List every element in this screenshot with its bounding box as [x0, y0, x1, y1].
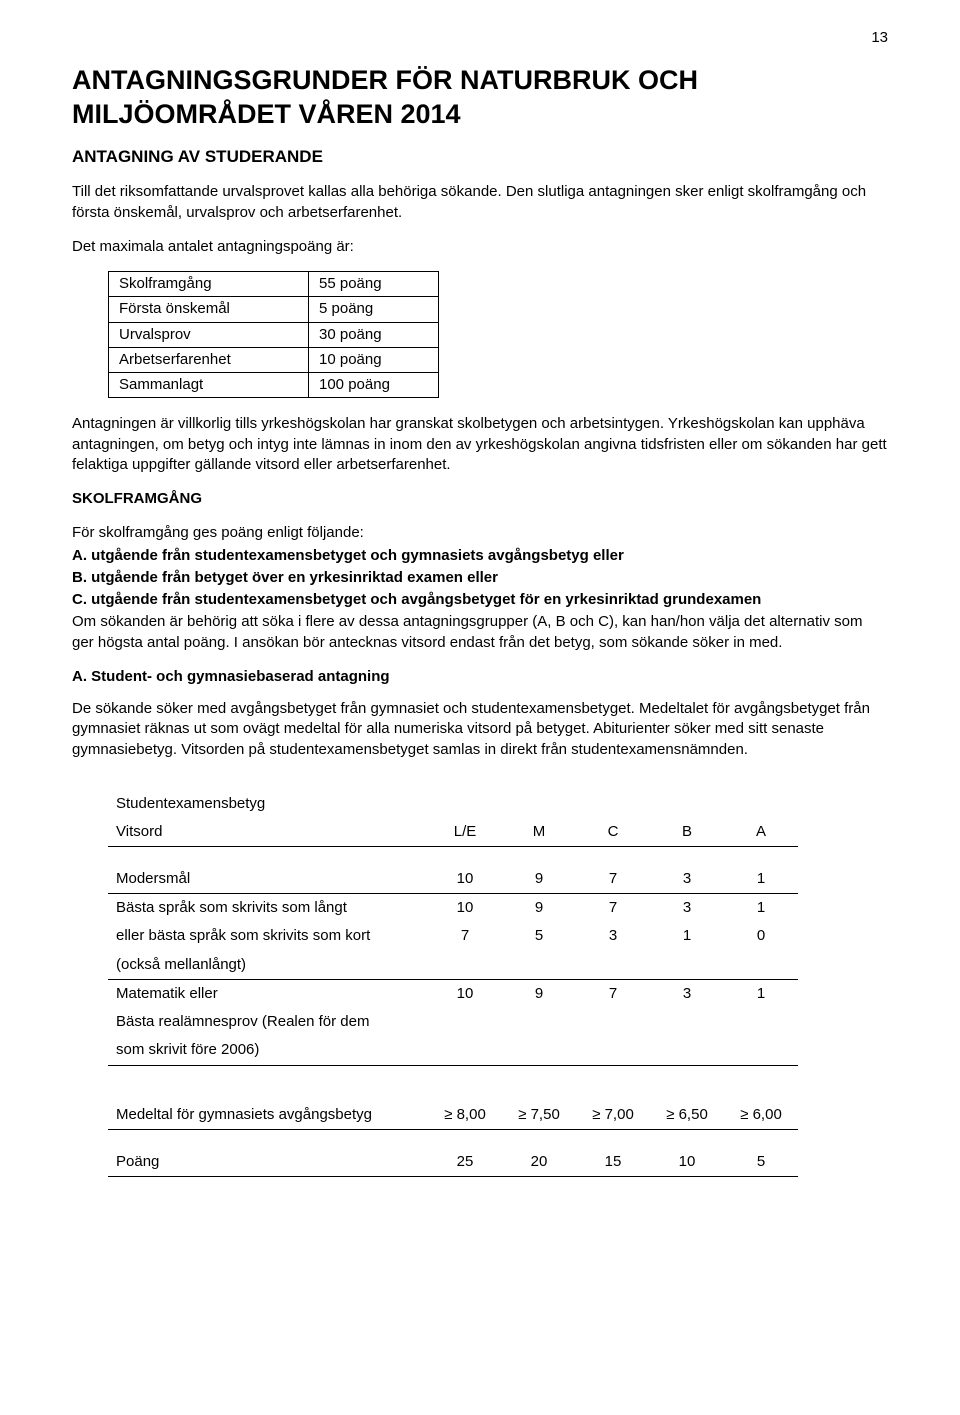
grade-col-head: L/E [428, 818, 502, 847]
grades-row-matte-2: Bästa realämnesprov (Realen för dem [108, 1008, 798, 1036]
grades-header-row-2: Vitsord L/E M C B A [108, 818, 798, 847]
table-row-total: Sammanlagt 100 poäng [109, 373, 439, 398]
row-label: eller bästa språk som skrivits som kort [108, 922, 428, 950]
cell: 3 [650, 865, 724, 894]
section-antagning-head: ANTAGNING AV STUDERANDE [72, 146, 888, 169]
sub-a-text: De sökande söker med avgångsbetyget från… [72, 699, 888, 760]
points-label: Arbetserfarenhet [109, 347, 309, 372]
grades-header-label: Vitsord [108, 818, 428, 847]
table-row: Arbetserfarenhet 10 poäng [109, 347, 439, 372]
points-value: 10 poäng [309, 347, 439, 372]
cell: 10 [428, 979, 502, 1008]
cell: 1 [724, 865, 798, 894]
grades-header-row-1: Studentexamensbetyg [108, 790, 798, 818]
skol-intro: För skolframgång ges poäng enligt följan… [72, 523, 888, 543]
skol-option-a: A. utgående från studentexamensbetyget o… [72, 546, 888, 566]
cell: 15 [576, 1148, 650, 1177]
grades-header-label: Studentexamensbetyg [108, 790, 428, 818]
page-number: 13 [871, 28, 888, 48]
points-total-value: 100 poäng [309, 373, 439, 398]
cell: ≥ 7,50 [502, 1101, 576, 1130]
cell: 7 [576, 894, 650, 923]
points-value: 30 poäng [309, 322, 439, 347]
row-label: Bästa språk som skrivits som långt [108, 894, 428, 923]
cell: 9 [502, 979, 576, 1008]
cell: 10 [428, 865, 502, 894]
max-points-intro: Det maximala antalet antagningspoäng är: [72, 237, 888, 257]
table-row: Skolframgång 55 poäng [109, 272, 439, 297]
grades-row-sprak-2: eller bästa språk som skrivits som kort … [108, 922, 798, 950]
main-title: ANTAGNINGSGRUNDER FÖR NATURBRUK OCH MILJ… [72, 64, 888, 132]
grades-row-sprak-1: Bästa språk som skrivits som långt 10 9 … [108, 894, 798, 923]
grades-row-matte-1: Matematik eller 10 9 7 3 1 [108, 979, 798, 1008]
points-label: Skolframgång [109, 272, 309, 297]
table-row: Urvalsprov 30 poäng [109, 322, 439, 347]
points-table: Skolframgång 55 poäng Första önskemål 5 … [108, 271, 439, 398]
points-value: 5 poäng [309, 297, 439, 322]
cell: ≥ 6,50 [650, 1101, 724, 1130]
row-label: Medeltal för gymnasiets avgångsbetyg [108, 1101, 428, 1130]
cell: 1 [650, 922, 724, 950]
cell: 3 [650, 979, 724, 1008]
cell: ≥ 7,00 [576, 1101, 650, 1130]
points-total-label: Sammanlagt [109, 373, 309, 398]
row-label: Bästa realämnesprov (Realen för dem [108, 1008, 428, 1036]
cell: 1 [724, 979, 798, 1008]
grade-col-head: M [502, 818, 576, 847]
title-line-2: MILJÖOMRÅDET VÅREN 2014 [72, 99, 461, 129]
grade-col-head: A [724, 818, 798, 847]
points-label: Första önskemål [109, 297, 309, 322]
grades-row-modersmal: Modersmål 10 9 7 3 1 [108, 865, 798, 894]
intro-paragraph: Till det riksomfattande urvalsprovet kal… [72, 182, 888, 223]
sub-a-head: A. Student- och gymnasiebaserad antagnin… [72, 667, 888, 687]
cell: ≥ 8,00 [428, 1101, 502, 1130]
grade-col-head: C [576, 818, 650, 847]
cell: 10 [428, 894, 502, 923]
grades-row-sprak-3: (också mellanlångt) [108, 951, 798, 980]
table-row: Första önskemål 5 poäng [109, 297, 439, 322]
cell: 7 [576, 865, 650, 894]
cell: 3 [650, 894, 724, 923]
skol-option-c: C. utgående från studentexamensbetyget o… [72, 590, 888, 610]
row-label: (också mellanlångt) [108, 951, 428, 980]
points-label: Urvalsprov [109, 322, 309, 347]
cell: 10 [650, 1148, 724, 1177]
skol-note: Om sökanden är behörig att söka i flere … [72, 612, 888, 653]
points-value: 55 poäng [309, 272, 439, 297]
row-label: som skrivit före 2006) [108, 1036, 428, 1065]
cell: 5 [724, 1148, 798, 1177]
conditional-paragraph: Antagningen är villkorlig tills yrkeshög… [72, 414, 888, 475]
cell: 7 [576, 979, 650, 1008]
cell: ≥ 6,00 [724, 1101, 798, 1130]
cell: 9 [502, 894, 576, 923]
cell: 25 [428, 1148, 502, 1177]
grades-row-matte-3: som skrivit före 2006) [108, 1036, 798, 1065]
skolframgang-head: SKOLFRAMGÅNG [72, 489, 888, 509]
cell: 7 [428, 922, 502, 950]
grade-col-head: B [650, 818, 724, 847]
cell: 0 [724, 922, 798, 950]
skol-option-b: B. utgående från betyget över en yrkesin… [72, 568, 888, 588]
row-label: Poäng [108, 1148, 428, 1177]
cell: 20 [502, 1148, 576, 1177]
grades-table: Studentexamensbetyg Vitsord L/E M C B A … [108, 790, 798, 1177]
cell: 9 [502, 865, 576, 894]
grades-row-poang: Poäng 25 20 15 10 5 [108, 1148, 798, 1177]
row-label: Matematik eller [108, 979, 428, 1008]
title-line-1: ANTAGNINGSGRUNDER FÖR NATURBRUK OCH [72, 65, 698, 95]
grades-row-medeltal: Medeltal för gymnasiets avgångsbetyg ≥ 8… [108, 1101, 798, 1130]
cell: 3 [576, 922, 650, 950]
cell: 5 [502, 922, 576, 950]
cell: 1 [724, 894, 798, 923]
row-label: Modersmål [108, 865, 428, 894]
